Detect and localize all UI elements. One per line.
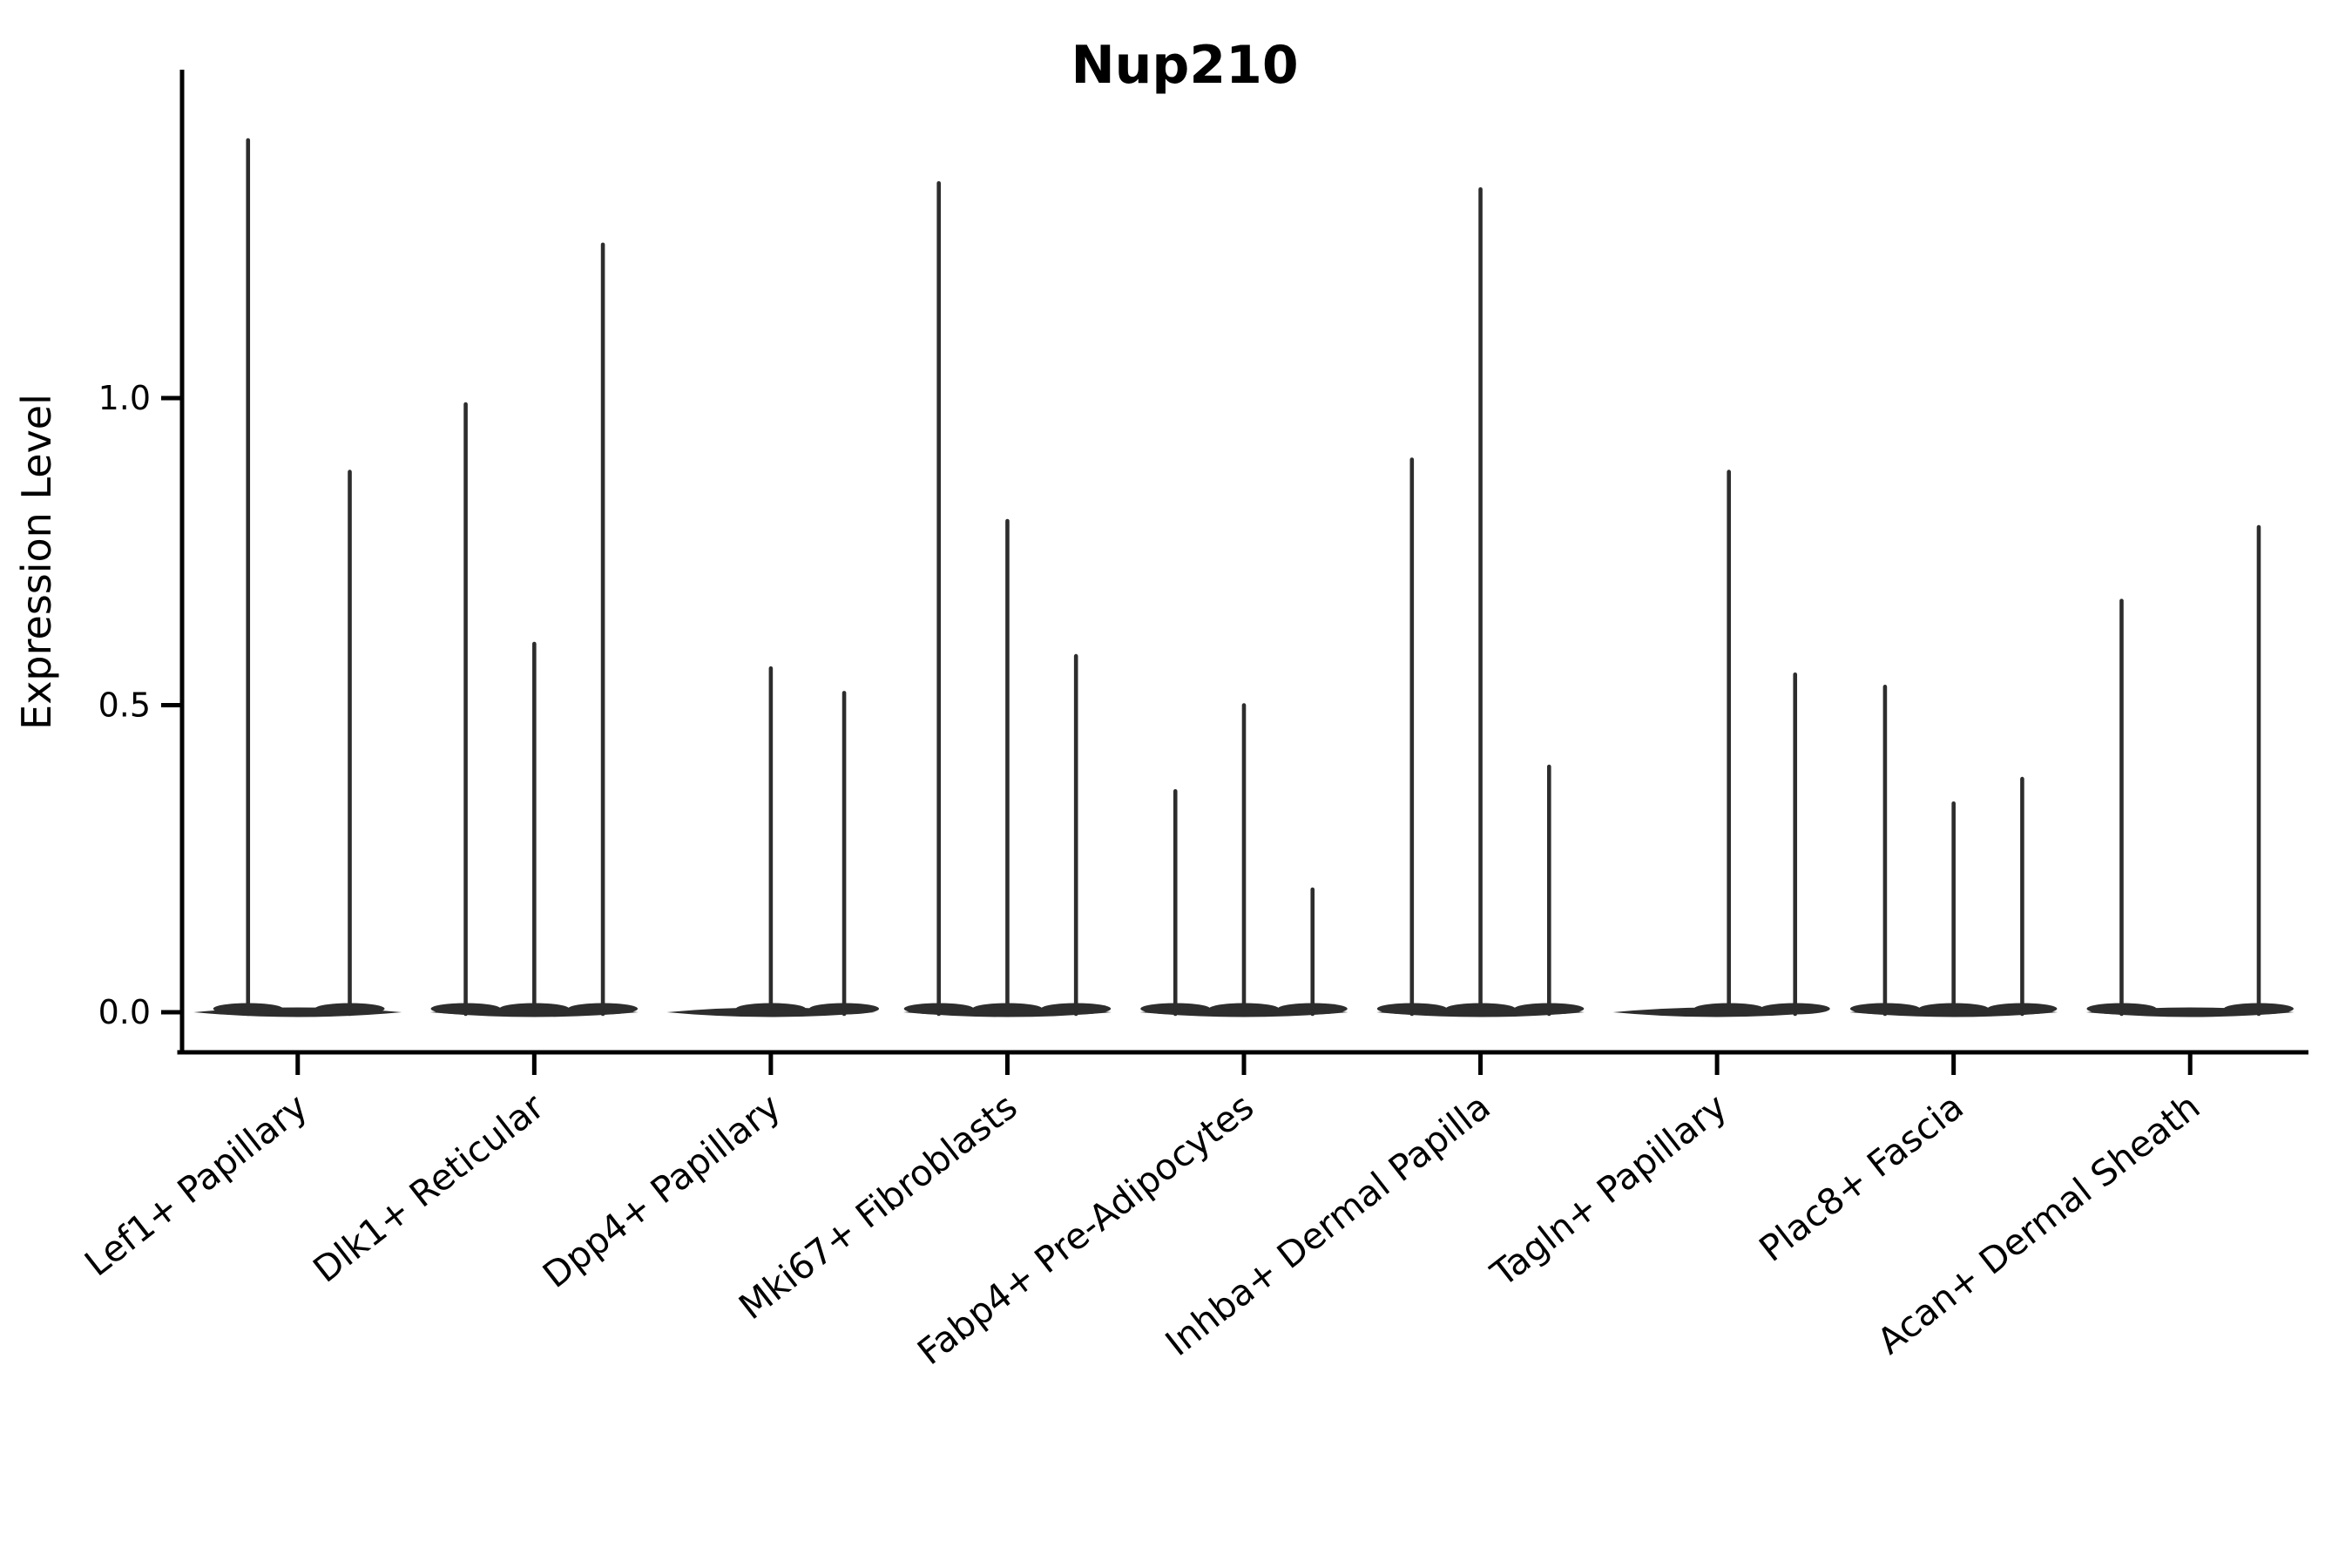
- y-axis-label: Expression Level: [13, 394, 60, 730]
- violin: [193, 138, 402, 1017]
- violin: [666, 666, 880, 1017]
- violin-base: [2085, 1007, 2295, 1017]
- violin: [1849, 685, 2058, 1017]
- y-tick-label: 0.0: [98, 993, 151, 1031]
- violin: [2085, 524, 2295, 1017]
- violin: [902, 180, 1112, 1017]
- x-tick-label: Lef1+ Papillary: [77, 1085, 315, 1284]
- plot-title: Nup210: [1071, 35, 1298, 96]
- violin: [429, 242, 639, 1017]
- x-tick-label: Dlk1+ Reticular: [306, 1085, 552, 1291]
- axes-layer: [161, 70, 2308, 1075]
- violin-base: [902, 1007, 1112, 1017]
- x-tick-label: Tagln+ Papillary: [1483, 1085, 1734, 1295]
- violin: [1376, 187, 1585, 1017]
- violin-base: [666, 1007, 875, 1017]
- violin: [1139, 703, 1348, 1017]
- y-tick-label: 1.0: [98, 379, 151, 417]
- violin-base: [193, 1007, 402, 1017]
- y-tick-label: 0.5: [98, 686, 151, 725]
- violin-base: [1612, 1007, 1821, 1017]
- x-tick-label: Dpp4+ Papillary: [535, 1085, 788, 1296]
- violin-base: [1849, 1007, 2058, 1017]
- violin: [1612, 470, 1830, 1017]
- violin-base: [429, 1007, 639, 1017]
- violin-base: [1376, 1007, 1585, 1017]
- violin-layer: [193, 138, 2295, 1017]
- violin-base: [1139, 1007, 1348, 1017]
- x-tick-label: Plac8+ Fascia: [1752, 1085, 1971, 1270]
